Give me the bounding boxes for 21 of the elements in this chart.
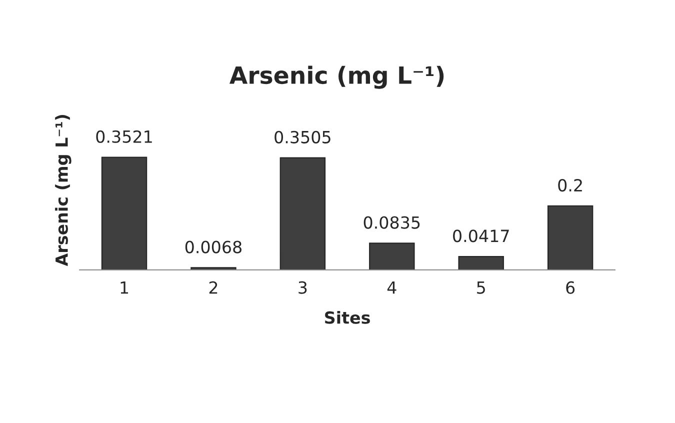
- bar: [547, 205, 594, 270]
- data-label: 0.2: [558, 178, 582, 192]
- chart-title: Arsenic (mg L⁻¹): [229, 66, 444, 89]
- bar: [101, 156, 148, 270]
- x-tick-label: 4: [387, 282, 396, 294]
- bar: [458, 256, 504, 270]
- bar: [280, 157, 326, 270]
- x-tick-label: 3: [298, 281, 307, 294]
- bar: [369, 242, 415, 270]
- data-label: 0.3521: [96, 130, 152, 143]
- y-axis-title: Arsenic (mg L⁻¹): [55, 115, 72, 266]
- data-label: 0.3505: [274, 130, 330, 144]
- x-tick-label: 1: [120, 282, 128, 294]
- data-label: 0.0068: [185, 240, 242, 254]
- x-axis-title: Sites: [325, 311, 370, 324]
- x-tick-label: 6: [566, 281, 575, 294]
- data-label: 0.0835: [364, 216, 420, 229]
- x-tick-label: 2: [209, 281, 218, 294]
- x-tick-label: 5: [477, 282, 485, 294]
- bar: [190, 267, 236, 270]
- data-label: 0.0417: [453, 230, 509, 242]
